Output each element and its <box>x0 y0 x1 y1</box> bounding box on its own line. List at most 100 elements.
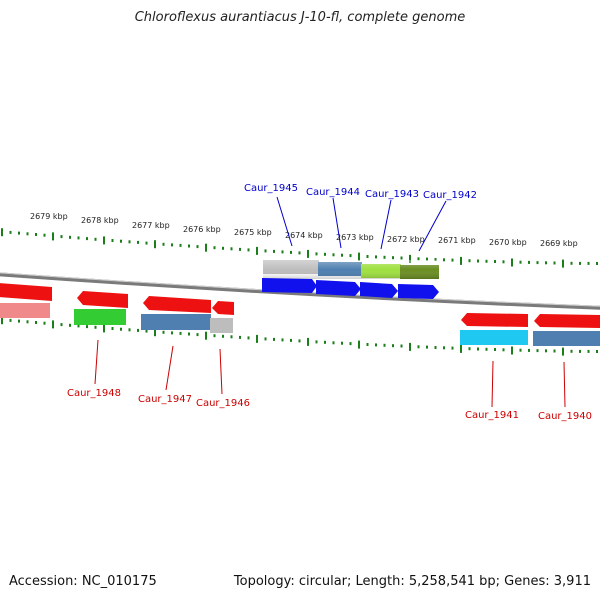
inner-tick <box>596 350 598 353</box>
gene-arrow-caur-1941[interactable] <box>461 313 528 327</box>
inner-tick-ring <box>1 316 598 356</box>
inner-tick <box>511 346 513 355</box>
scale-label-2677: 2677 kbp <box>132 221 170 230</box>
label-caur-1945[interactable]: Caur_1945 <box>244 183 298 194</box>
gene-arrow-caur-1943[interactable] <box>360 282 398 298</box>
inner-tick <box>587 349 590 353</box>
outer-tick <box>460 256 462 265</box>
scale-label-2678: 2678 kbp <box>81 216 119 225</box>
outer-tick <box>128 240 131 244</box>
label-caur-1947[interactable]: Caur_1947 <box>138 394 192 405</box>
gene-bar-pink-left[interactable] <box>0 303 50 318</box>
inner-tick <box>69 323 71 327</box>
gene-arrow-caur-1948[interactable] <box>77 291 128 308</box>
outer-tick <box>103 236 105 245</box>
inner-tick <box>358 340 360 349</box>
outer-tick <box>222 246 224 250</box>
outer-tick <box>196 245 199 249</box>
outer-tick <box>69 235 71 239</box>
inner-tick <box>443 346 445 350</box>
label-caur-1946[interactable]: Caur_1946 <box>196 398 250 409</box>
inner-tick <box>213 334 216 338</box>
gene-bar-green-1948[interactable] <box>74 309 126 325</box>
outer-tick <box>137 240 139 244</box>
inner-tick <box>536 349 539 353</box>
label-caur-1948[interactable]: Caur_1948 <box>67 388 121 399</box>
inner-tick <box>162 330 165 334</box>
genome-backbone <box>0 272 600 310</box>
outer-tick <box>519 260 522 264</box>
inner-tick <box>426 345 428 349</box>
inner-tick <box>120 327 122 331</box>
gene-arrow-caur-1947[interactable] <box>143 296 211 313</box>
inner-tick <box>570 349 573 353</box>
scale-label-2669: 2669 kbp <box>540 239 578 248</box>
outer-tick <box>417 257 420 261</box>
inner-tick <box>103 324 105 333</box>
gene-bar-gray-1946[interactable] <box>210 318 233 333</box>
inner-tick <box>528 348 530 352</box>
label-caur-1943[interactable]: Caur_1943 <box>365 189 419 200</box>
outer-tick <box>443 258 445 262</box>
inner-tick <box>35 321 37 324</box>
outer-tick <box>545 261 547 265</box>
inner-tick <box>375 343 377 347</box>
outer-tick <box>341 253 343 257</box>
outer-tick <box>273 249 275 253</box>
outer-tick <box>154 240 156 249</box>
outer-tick <box>494 260 496 263</box>
leader-caur-1945 <box>276 196 293 247</box>
outer-tick <box>43 233 46 237</box>
inner-tick <box>485 347 488 351</box>
inner-tick <box>18 319 20 323</box>
label-caur-1941[interactable]: Caur_1941 <box>465 410 519 421</box>
bottom-leader-lines <box>94 339 566 408</box>
outer-tick <box>171 243 173 247</box>
outer-tick <box>383 255 386 259</box>
inner-tick <box>315 340 318 344</box>
inner-tick <box>366 343 369 346</box>
inner-tick <box>256 334 258 343</box>
inner-tick <box>171 331 173 335</box>
inner-tick <box>460 344 462 353</box>
outer-tick <box>1 228 3 237</box>
label-caur-1944[interactable]: Caur_1944 <box>306 187 360 198</box>
inner-tick <box>247 336 250 340</box>
scale-label-2674: 2674 kbp <box>285 231 323 240</box>
inner-tick <box>400 344 403 348</box>
gene-arrow-caur-1944[interactable] <box>316 280 361 296</box>
outer-tick <box>315 252 318 256</box>
label-caur-1940[interactable]: Caur_1940 <box>538 411 592 422</box>
inner-tick <box>43 321 46 325</box>
inner-tick <box>239 335 241 339</box>
inner-tick <box>494 348 496 351</box>
outer-tick <box>477 259 479 263</box>
inner-tick <box>502 348 505 352</box>
outer-tick <box>145 241 148 245</box>
outer-tick <box>18 231 20 235</box>
outer-tick <box>502 260 505 264</box>
gene-bar-steelblue-1947[interactable] <box>141 314 211 330</box>
inner-tick <box>222 334 224 338</box>
gene-arrow-caur-1946[interactable] <box>212 301 234 315</box>
label-caur-1942[interactable]: Caur_1942 <box>423 190 477 201</box>
gene-arrow-left-edge[interactable] <box>0 283 52 301</box>
outer-tick <box>587 261 590 265</box>
outer-tick <box>298 251 301 255</box>
top-gene-labels: Caur_1945 Caur_1944 Caur_1943 Caur_1942 <box>244 183 477 201</box>
outer-tick <box>579 261 581 265</box>
gene-bar-steelblue-1940[interactable] <box>533 331 600 346</box>
outer-tick <box>120 239 122 243</box>
outer-tick <box>536 261 539 265</box>
bottom-gene-labels: Caur_1948 Caur_1947 Caur_1946 Caur_1941 … <box>67 388 592 422</box>
gene-bar-cyan-1941[interactable] <box>460 330 528 345</box>
gene-arrow-caur-1942[interactable] <box>398 284 439 299</box>
inner-tick <box>290 338 292 342</box>
gene-arrow-caur-1940[interactable] <box>534 314 600 328</box>
inner-tick <box>579 349 581 353</box>
map-title: Chloroflexus aurantiacus J-10-fl, comple… <box>134 10 466 25</box>
outer-tick <box>162 242 165 246</box>
gene-arrow-caur-1945[interactable] <box>262 278 317 293</box>
inner-tick <box>86 325 88 329</box>
inner-tick <box>392 344 394 348</box>
